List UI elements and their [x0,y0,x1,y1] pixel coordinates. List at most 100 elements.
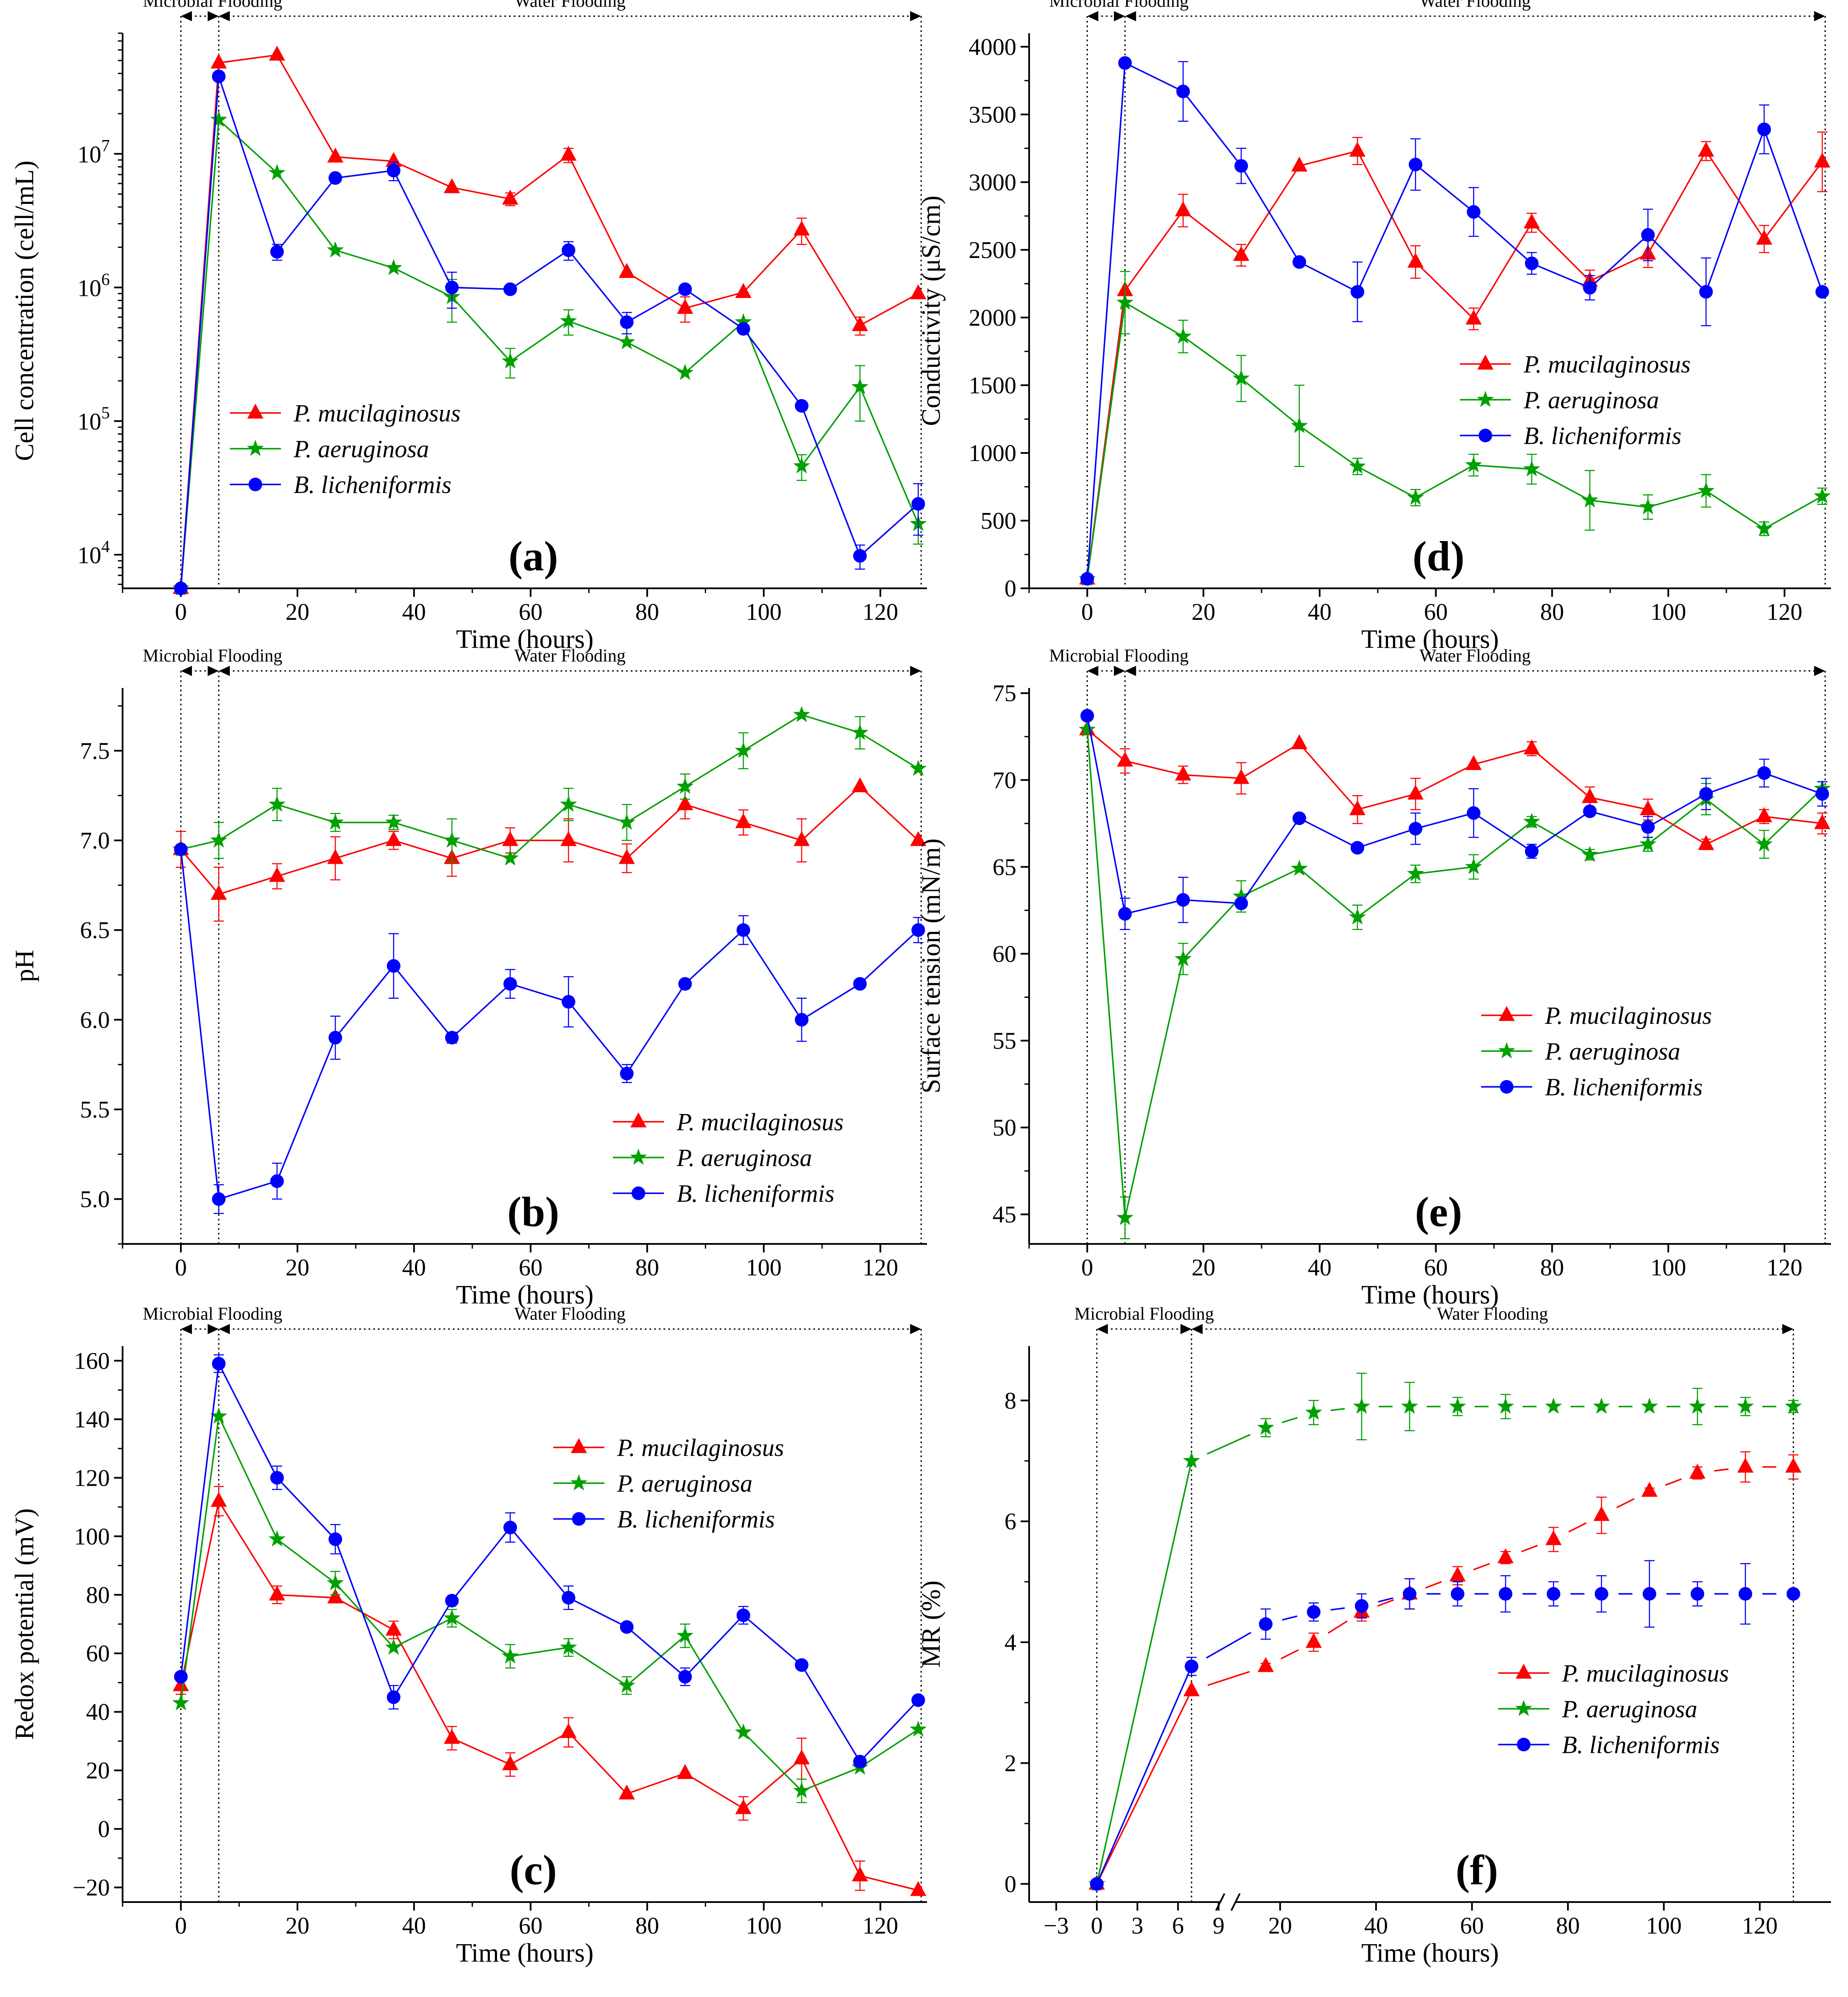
x-axis-label: Time (hours) [456,625,593,654]
legend-label: P. aeruginosa [617,1470,752,1497]
data-point-triangle [210,1492,227,1507]
microbial-flooding-label: Microbial Flooding [143,646,283,666]
data-point-triangle [269,867,285,882]
data-point-circle [328,171,342,185]
data-point-star [1349,457,1366,474]
y-tick-label: 6.0 [80,1007,110,1033]
y-tick-label: 55 [993,1028,1016,1054]
data-point-star [1233,370,1250,386]
x-tick-label: 100 [746,599,782,625]
data-point-circle [328,1532,342,1546]
x-tick-label: 100 [1651,599,1686,625]
data-point-star [1497,1398,1514,1414]
panel-label: (a) [509,533,558,580]
series-line [1616,1498,1635,1509]
data-point-circle [386,1690,400,1704]
data-point-star [172,1694,189,1710]
x-tick-label: 20 [286,1255,309,1281]
data-point-star [560,312,577,329]
y-tick-label: 6.5 [80,917,110,944]
x-tick-label: 40 [402,1913,426,1939]
data-point-triangle [443,1729,460,1744]
data-point-star [1736,1398,1754,1414]
data-point-circle [212,1357,226,1371]
data-point-star [501,1647,519,1664]
chart-panel-e: 0 20 40 60 80 100 120 45 50 55 60 65 70 75 Time (hours… [917,646,1831,1309]
x-tick-label: 0 [1081,1255,1093,1281]
series-star [1078,720,1831,1240]
y-tick-label: 500 [981,508,1016,534]
legend-label: B. licheniformis [1524,422,1682,450]
legend-label: P. aeruginosa [1523,386,1659,414]
x-tick-label: 9 [1213,1913,1224,1939]
legend-marker-triangle [247,404,263,419]
y-tick-label: 40 [86,1699,110,1725]
microbial-flooding-label: Microbial Flooding [143,0,283,11]
series-line [180,76,919,589]
data-point-circle [1234,897,1248,911]
data-point-circle [1691,1587,1705,1601]
x-tick-label: −3 [1044,1913,1069,1939]
legend-label: P. mucilaginosus [617,1434,784,1461]
series-star [1078,271,1831,586]
data-point-circle [678,1670,692,1684]
data-point-circle [1786,1587,1800,1601]
data-point-star [326,814,344,830]
panel-label: (c) [510,1846,557,1894]
data-point-circle [1547,1587,1561,1601]
data-point-circle [1738,1587,1752,1601]
data-point-star [1545,1398,1562,1414]
phase-arrowhead [218,1324,230,1334]
data-point-circle [620,1620,634,1634]
series-line [1714,1468,1729,1472]
legend-marker-star [1515,1700,1532,1716]
data-point-circle [174,582,188,595]
data-point-circle [328,1031,342,1045]
data-point-triangle [910,284,927,299]
data-point-triangle [1233,769,1250,784]
series-line [180,54,919,589]
series-line [1096,1666,1193,1885]
y-tick-base: 10 [77,542,101,569]
data-point-circle [1355,1599,1369,1613]
panel-label: (d) [1413,533,1465,580]
y-tick-label: 7.0 [80,828,110,854]
x-tick-label: 0 [175,1913,187,1939]
phase-arrowhead [207,1324,219,1334]
data-point-star [735,1723,752,1740]
series-line [1087,729,1822,845]
data-point-triangle [735,813,752,828]
phase-arrowhead [1191,1324,1203,1334]
series-line [1086,149,1823,579]
legend-label: P. aeruginosa [293,435,429,463]
series-line [180,1413,919,1792]
data-point-circle [1408,822,1422,836]
x-tick-label: 100 [1651,1255,1686,1281]
y-tick-label: 7.5 [80,738,110,764]
data-point-triangle [852,777,868,793]
data-point-star [1593,1398,1610,1414]
data-point-star [910,759,927,776]
series-circle [1080,56,1829,586]
data-point-triangle [1593,1506,1610,1521]
data-point-triangle [618,849,635,864]
data-point-star [1465,858,1482,874]
data-point-triangle [735,1799,752,1814]
data-point-circle [1641,820,1655,834]
data-point-circle [1815,787,1829,801]
series-line [1086,715,1823,915]
series-line [1096,1461,1193,1884]
y-tick-label: 0 [1004,576,1016,602]
data-point-circle [561,243,575,257]
y-tick-label: 140 [74,1407,110,1433]
data-point-star [1233,887,1250,904]
legend-marker-triangle [571,1438,587,1453]
data-point-star [1639,498,1656,515]
y-tick-label: 0 [98,1816,110,1842]
phase-arrowhead [218,11,230,21]
series-line [1207,1671,1250,1686]
y-tick-base: 10 [77,141,101,168]
data-point-circle [503,282,517,296]
legend-label: B. licheniformis [294,471,452,499]
data-point-star [851,378,869,394]
